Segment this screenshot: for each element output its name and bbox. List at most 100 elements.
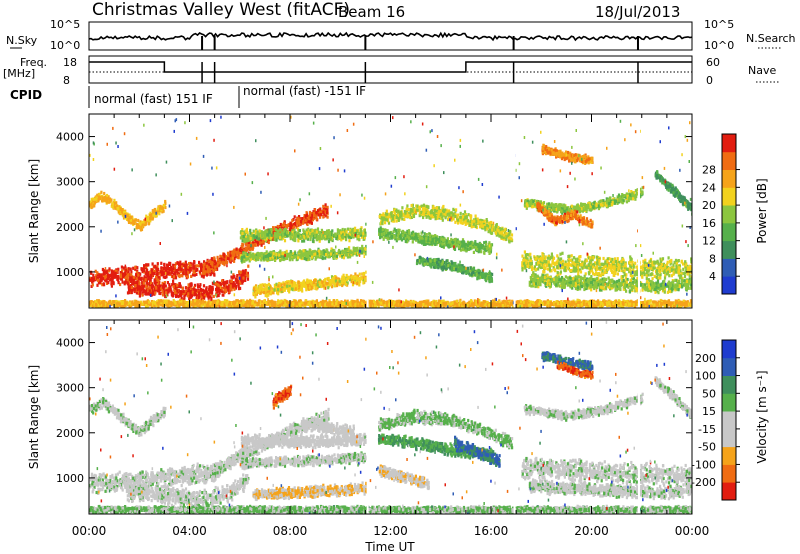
velocity-colorbar-tick-label: 50 xyxy=(702,387,716,400)
power-data xyxy=(89,114,692,308)
date-label: 18/Jul/2013 xyxy=(595,3,680,21)
power-colorbar-tick-label: 12 xyxy=(702,235,716,248)
velocity-data xyxy=(89,320,692,514)
scatter-band xyxy=(521,250,692,281)
scatter-band xyxy=(536,201,594,229)
colorbar-swatch xyxy=(722,482,736,501)
velocity-colorbar-tick-label: -100 xyxy=(691,458,716,471)
scatter-band xyxy=(89,298,692,308)
x-tick-label: 04:00 xyxy=(172,524,207,538)
nsearch-label: N.Search xyxy=(746,32,796,45)
power-colorbar-tick-label: 28 xyxy=(702,164,716,177)
colorbar-swatch xyxy=(722,187,736,206)
velocity-colorbar-tick-label: -200 xyxy=(691,476,716,489)
colorbar-swatch xyxy=(722,340,736,359)
x-tick-label: 16:00 xyxy=(474,524,509,538)
scatter-band xyxy=(378,408,514,450)
scatter-band xyxy=(556,360,594,380)
y-tick-label: 2000 xyxy=(56,221,84,234)
scatter-band xyxy=(528,478,692,501)
y-tick-label: 4000 xyxy=(56,337,84,350)
nsky-tick-high: 10^5 xyxy=(50,18,80,31)
nave-tick-high: 60 xyxy=(706,56,720,69)
scatter-band xyxy=(239,226,367,244)
y-tick-label: 3000 xyxy=(56,382,84,395)
data-gap xyxy=(513,114,516,308)
colorbar-swatch xyxy=(722,240,736,259)
colorbar-swatch xyxy=(722,205,736,224)
colorbar-swatch xyxy=(722,169,736,188)
freq-line xyxy=(89,61,692,73)
y-tick-label: 2000 xyxy=(56,427,84,440)
nsearch-tick-low: 10^0 xyxy=(704,39,734,52)
scatter-band xyxy=(252,270,368,299)
scatter-band xyxy=(252,481,368,502)
power-ylabel: Slant Range [km] xyxy=(27,159,41,263)
scatter-band xyxy=(541,143,594,165)
scatter-band xyxy=(126,264,250,303)
y-tick-label: 3000 xyxy=(56,176,84,189)
data-gap xyxy=(366,114,369,308)
velocity-colorbar: -200 -100 -50 -15 15 50 100 200 xyxy=(691,339,740,501)
power-colorbar-tick-label: 16 xyxy=(702,217,716,230)
colorbar-swatch xyxy=(722,151,736,170)
colorbar-swatch xyxy=(722,464,736,483)
velocity-colorbar-tick-label: 100 xyxy=(695,370,716,383)
scatter-band xyxy=(654,170,692,216)
scatter-band xyxy=(541,351,594,373)
x-tick-label: 00:00 xyxy=(72,524,107,538)
scatter-band xyxy=(378,226,494,255)
scatter-band xyxy=(415,255,494,284)
colorbar-swatch xyxy=(722,276,736,295)
power-panel: 1000 2000 3000 4000 Slant Range [km] 4 8 12 16… xyxy=(27,113,769,309)
freq-label: Freq. xyxy=(20,56,47,69)
data-gap xyxy=(366,320,369,514)
nsky-label: N.Sky xyxy=(6,34,38,47)
velocity-ylabel: Slant Range [km] xyxy=(27,365,41,469)
freq-unit-label: [MHz] xyxy=(3,67,35,80)
beam-label: Beam 16 xyxy=(338,3,405,21)
velocity-colorbar-tick-label: 15 xyxy=(702,405,716,418)
x-tick-label: 00:00 xyxy=(675,524,710,538)
power-axes: 1000 2000 3000 4000 xyxy=(56,114,693,308)
cpid-strip: CPID normal (fast) 151 IF normal (fast) … xyxy=(10,84,366,108)
station-title: Christmas Valley West (fitACF) xyxy=(92,0,350,20)
colorbar-frame xyxy=(721,133,737,295)
nsky-strip: N.Sky 10^5 10^0 10^5 10^0 N.Search xyxy=(6,18,796,52)
scatter-band xyxy=(239,451,367,471)
colorbar-swatch xyxy=(722,428,736,448)
nsky-trace xyxy=(88,31,693,50)
scatter-band xyxy=(521,456,692,488)
power-colorbar-tick-label: 20 xyxy=(702,199,716,212)
scatter-band xyxy=(240,432,368,450)
scatter-band xyxy=(239,244,368,264)
colorbar-swatch xyxy=(722,134,736,153)
scatter-band xyxy=(272,384,293,410)
x-tick-label: 08:00 xyxy=(273,524,308,538)
data-gap xyxy=(637,320,640,514)
velocity-colorbar-tick-label: -15 xyxy=(698,423,716,436)
scatter-band xyxy=(654,376,692,421)
scatter-noise xyxy=(89,115,692,308)
colorbar-swatch xyxy=(722,446,736,465)
freq-trace xyxy=(89,61,692,83)
scatter-band xyxy=(89,190,167,232)
scatter-band xyxy=(378,464,430,491)
nsky-tick-low: 10^0 xyxy=(50,39,80,52)
nsky-line xyxy=(88,31,693,42)
colorbar-swatch xyxy=(722,411,736,430)
scatter-band xyxy=(528,273,692,295)
y-tick-label: 1000 xyxy=(56,266,84,279)
x-axis-label: Time UT xyxy=(364,540,415,554)
y-tick-label: 1000 xyxy=(56,472,84,485)
cpid-mode-2: normal (fast) -151 IF xyxy=(243,84,366,98)
cpid-mode-1: normal (fast) 151 IF xyxy=(94,92,213,106)
velocity-axes: 1000 2000 3000 4000 xyxy=(56,320,693,514)
y-tick-label: 4000 xyxy=(56,131,84,144)
nave-tick-low: 0 xyxy=(706,74,713,87)
scatter-band xyxy=(89,397,167,437)
power-colorbar-tick-label: 24 xyxy=(702,181,716,194)
colorbar-swatch xyxy=(722,393,736,412)
scatter-band xyxy=(523,392,644,422)
